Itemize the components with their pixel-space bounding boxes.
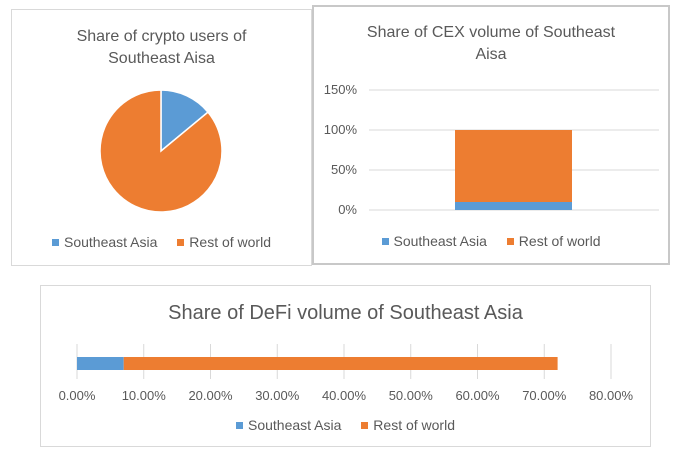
legend-label: Rest of world [373, 417, 455, 433]
crypto-users-chart: Share of crypto users of Southeast Aisa … [11, 9, 312, 266]
legend-swatch [506, 237, 514, 245]
legend-item-southeast-asia: Southeast Asia [381, 233, 487, 249]
legend-label: Southeast Asia [248, 417, 342, 433]
legend-swatch [177, 238, 185, 246]
bar-segment-rest-of-world [123, 357, 558, 370]
x-tick-label: 70.00% [522, 388, 567, 403]
x-tick-label: 0.00% [59, 388, 96, 403]
legend-swatch [381, 237, 389, 245]
bar-plot: 0.00% 10.00% 20.00% 30.00% 40.00% 50.00% 60.00… [59, 344, 634, 403]
legend-swatch [361, 421, 369, 429]
x-tick-label: 10.00% [122, 388, 167, 403]
bar-segment-southeast-asia [77, 357, 124, 370]
bar-segment-rest-of-world [455, 130, 572, 202]
legend-item-rest-of-world: Rest of world [177, 234, 271, 250]
chart-legend: Southeast Asia Rest of world [12, 234, 311, 250]
column-plot: 0% 50% 100% 150% [324, 82, 659, 217]
pie-slice-southeast-asia [160, 89, 210, 153]
legend-swatch [236, 421, 243, 429]
chart-legend: Southeast Asia Rest of world [314, 233, 668, 249]
pie-slice-rest-of-world [99, 89, 223, 213]
legend-item-rest-of-world: Rest of world [506, 233, 601, 249]
y-tick-label: 50% [331, 162, 357, 177]
legend-swatch [52, 238, 59, 246]
cex-volume-chart: Share of CEX volume of Southeast Aisa 0%… [312, 5, 670, 265]
x-tick-label: 60.00% [455, 388, 500, 403]
y-tick-label: 100% [324, 122, 358, 137]
pie-plot [99, 89, 223, 213]
legend-item-southeast-asia: Southeast Asia [236, 417, 341, 433]
chart-title: Share of CEX volume of Southeast Aisa [366, 24, 616, 63]
x-tick-label: 30.00% [255, 388, 300, 403]
legend-item-rest-of-world: Rest of world [361, 417, 455, 433]
x-tick-label: 80.00% [589, 388, 634, 403]
legend-label: Southeast Asia [393, 233, 487, 249]
x-tick-label: 50.00% [389, 388, 434, 403]
legend-item-southeast-asia: Southeast Asia [52, 234, 157, 250]
chart-title: Share of DeFi volume of Southeast Asia [168, 302, 523, 324]
chart-title: Share of crypto users of Southeast Aisa [76, 28, 247, 67]
chart-legend: Southeast Asia Rest of world [41, 417, 650, 433]
legend-label: Rest of world [518, 233, 601, 249]
legend-label: Rest of world [189, 234, 271, 250]
x-tick-label: 40.00% [322, 388, 367, 403]
defi-volume-chart: Share of DeFi volume of Southeast Asia 0… [40, 285, 651, 447]
bar-segment-southeast-asia [455, 202, 572, 210]
x-tick-label: 20.00% [188, 388, 233, 403]
legend-label: Southeast Asia [64, 234, 158, 250]
y-tick-label: 150% [324, 82, 358, 97]
y-tick-label: 0% [338, 202, 357, 217]
